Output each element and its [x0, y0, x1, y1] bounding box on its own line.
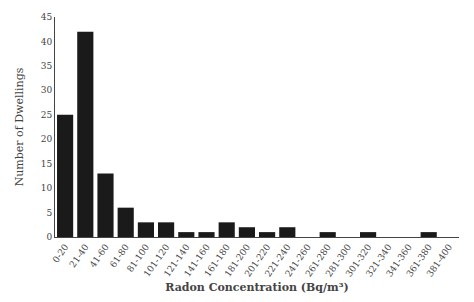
- svg-text:141-160: 141-160: [182, 242, 212, 279]
- svg-text:341-360: 341-360: [384, 242, 414, 279]
- svg-text:381-400: 381-400: [425, 242, 455, 279]
- svg-text:241-260: 241-260: [283, 242, 313, 279]
- svg-text:35: 35: [41, 61, 53, 71]
- svg-text:30: 30: [41, 85, 53, 95]
- svg-text:261-280: 261-280: [303, 242, 333, 279]
- svg-text:101-120: 101-120: [142, 242, 172, 279]
- svg-text:61-80: 61-80: [108, 242, 131, 269]
- svg-text:10: 10: [41, 183, 53, 193]
- svg-text:41-60: 41-60: [88, 242, 111, 269]
- svg-text:0-20: 0-20: [51, 242, 71, 265]
- svg-text:Number of Dwellings: Number of Dwellings: [13, 67, 26, 186]
- svg-text:40: 40: [41, 37, 53, 47]
- svg-text:181-200: 181-200: [223, 242, 253, 279]
- svg-text:20: 20: [41, 134, 53, 144]
- svg-text:81-100: 81-100: [125, 242, 152, 274]
- svg-text:15: 15: [41, 159, 53, 169]
- svg-text:361-380: 361-380: [404, 242, 434, 279]
- svg-text:221-240: 221-240: [263, 242, 293, 279]
- svg-text:45: 45: [41, 12, 53, 22]
- svg-text:0: 0: [46, 232, 52, 242]
- svg-text:161-180: 161-180: [202, 242, 232, 279]
- svg-text:21-40: 21-40: [68, 242, 91, 269]
- svg-text:301-320: 301-320: [344, 242, 374, 279]
- svg-text:281-300: 281-300: [324, 242, 354, 279]
- svg-text:201-220: 201-220: [243, 242, 273, 279]
- svg-text:5: 5: [46, 208, 52, 218]
- svg-text:321-340: 321-340: [364, 242, 394, 279]
- svg-text:121-140: 121-140: [162, 242, 192, 279]
- svg-text:Radon Concentration (Bq/m³): Radon Concentration (Bq/m³): [165, 281, 348, 294]
- svg-text:25: 25: [41, 110, 53, 120]
